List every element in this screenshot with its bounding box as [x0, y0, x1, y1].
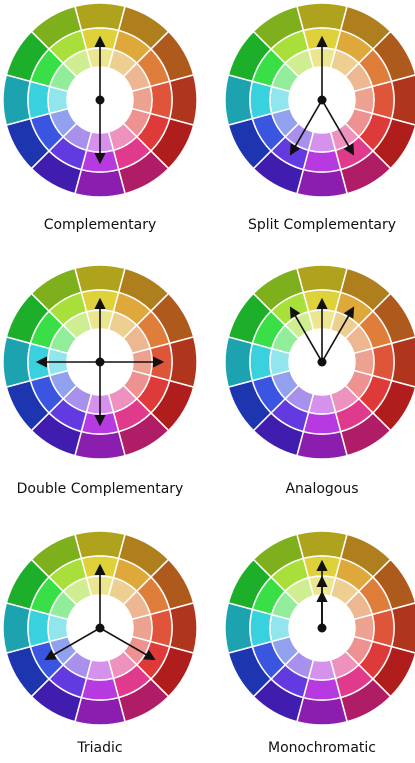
wheel-segment	[297, 531, 347, 558]
wheel-segment	[372, 609, 394, 646]
wheel-segment	[170, 603, 197, 653]
wheel-segment	[297, 265, 347, 292]
center-dot	[318, 624, 327, 633]
color-wheel	[225, 3, 415, 197]
wheel-segment	[75, 531, 125, 558]
wheel-segment	[225, 337, 252, 387]
wheel-segment	[225, 75, 252, 125]
wheel-segment	[81, 678, 118, 700]
color-wheel-diagram: Complementary Split Complementary Double C…	[0, 0, 415, 763]
color-wheel	[3, 531, 197, 725]
wheel-segment	[297, 432, 347, 459]
wheel-segment	[75, 432, 125, 459]
page: {"diagrams": [ {"label": "Complementary"…	[0, 0, 415, 763]
wheel-segment	[28, 81, 50, 118]
wheel-segment	[150, 609, 172, 646]
center-dot	[318, 96, 327, 105]
wheel-segment	[303, 412, 340, 434]
color-wheel	[3, 265, 197, 459]
wheel-segment	[392, 603, 415, 653]
color-wheel	[225, 531, 415, 725]
wheel-label: Complementary	[44, 217, 157, 233]
wheel-segment	[303, 150, 340, 172]
wheel-segment	[225, 603, 252, 653]
wheel-segment	[170, 337, 197, 387]
wheel-segment	[75, 265, 125, 292]
wheel-label: Triadic	[76, 740, 122, 756]
wheel-segment	[392, 75, 415, 125]
wheel-label: Analogous	[285, 481, 358, 497]
wheel-segment	[170, 75, 197, 125]
center-dot	[318, 358, 327, 367]
wheel-segment	[3, 603, 30, 653]
wheel-segment	[28, 609, 50, 646]
center-dot	[96, 624, 105, 633]
wheel-label: Double Complementary	[17, 481, 184, 497]
wheel-segment	[250, 609, 272, 646]
wheel-segment	[250, 81, 272, 118]
wheel-label: Monochromatic	[268, 740, 376, 756]
wheel-segment	[303, 678, 340, 700]
wheel-segment	[297, 698, 347, 725]
wheel-segment	[250, 343, 272, 380]
wheel-segment	[3, 75, 30, 125]
wheel-segment	[150, 81, 172, 118]
wheel-segment	[297, 170, 347, 197]
wheel-segment	[75, 698, 125, 725]
wheel-segment	[3, 337, 30, 387]
wheel-segment	[372, 343, 394, 380]
wheel-segment	[372, 81, 394, 118]
wheel-segment	[75, 170, 125, 197]
center-dot	[96, 358, 105, 367]
wheel-segment	[75, 3, 125, 30]
color-wheel	[3, 3, 197, 197]
color-wheel	[225, 265, 415, 459]
wheel-segment	[297, 3, 347, 30]
wheel-label: Split Complementary	[248, 217, 396, 233]
center-dot	[96, 96, 105, 105]
wheel-segment	[392, 337, 415, 387]
